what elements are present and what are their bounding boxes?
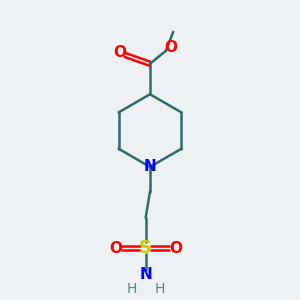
Text: O: O xyxy=(165,40,178,55)
Text: S: S xyxy=(139,239,152,257)
Text: N: N xyxy=(139,267,152,282)
Text: N: N xyxy=(144,159,156,174)
Text: O: O xyxy=(110,241,122,256)
Text: O: O xyxy=(114,45,127,60)
Text: H: H xyxy=(154,282,165,296)
Text: H: H xyxy=(127,282,137,296)
Text: O: O xyxy=(169,241,182,256)
